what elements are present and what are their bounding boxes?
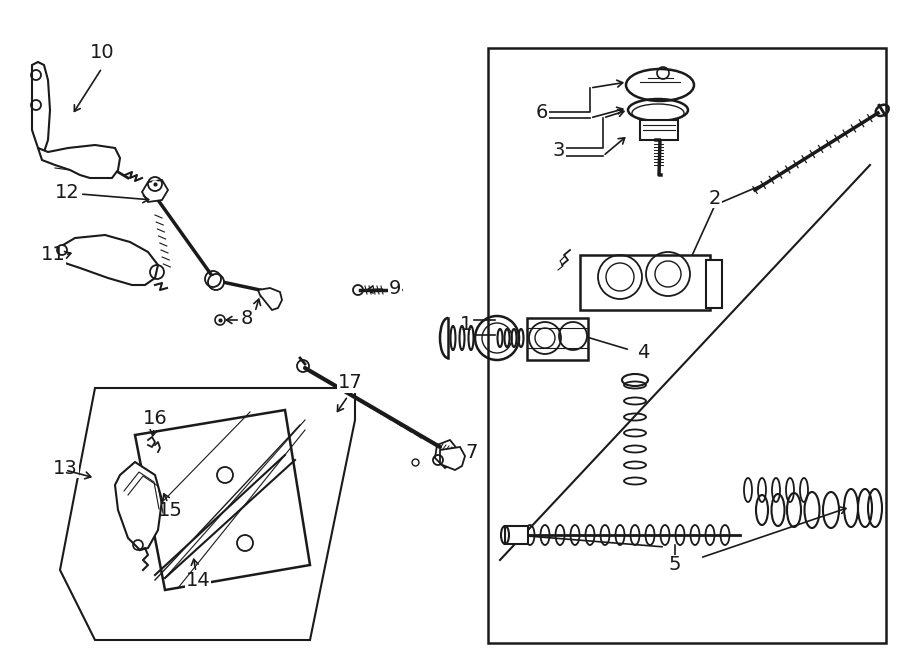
Polygon shape	[505, 526, 528, 544]
Text: 6: 6	[536, 102, 548, 122]
Circle shape	[152, 181, 158, 187]
Text: 4: 4	[637, 342, 649, 362]
Polygon shape	[258, 288, 282, 310]
Polygon shape	[32, 62, 50, 152]
Text: 5: 5	[669, 555, 681, 574]
Text: 12: 12	[55, 182, 79, 202]
Polygon shape	[38, 145, 120, 178]
Polygon shape	[527, 318, 588, 360]
Bar	[488, 48, 886, 643]
Polygon shape	[142, 180, 168, 202]
Text: 3: 3	[553, 141, 565, 159]
Polygon shape	[135, 410, 310, 590]
Text: 11: 11	[40, 245, 66, 264]
Polygon shape	[706, 260, 722, 308]
Text: 8: 8	[241, 309, 253, 327]
Text: 7: 7	[465, 444, 477, 463]
Polygon shape	[580, 255, 710, 310]
Polygon shape	[390, 284, 402, 296]
Polygon shape	[435, 440, 458, 468]
Text: 2: 2	[709, 188, 721, 208]
Polygon shape	[55, 235, 158, 285]
Text: 16: 16	[142, 408, 167, 428]
Text: 1: 1	[460, 315, 472, 334]
Text: 10: 10	[90, 42, 114, 61]
Polygon shape	[115, 462, 162, 550]
Text: 17: 17	[338, 373, 363, 393]
Text: 15: 15	[158, 500, 183, 520]
Polygon shape	[440, 447, 465, 470]
Polygon shape	[640, 120, 678, 140]
Text: 9: 9	[389, 278, 401, 297]
Text: 13: 13	[53, 459, 77, 477]
Text: 14: 14	[185, 570, 211, 590]
